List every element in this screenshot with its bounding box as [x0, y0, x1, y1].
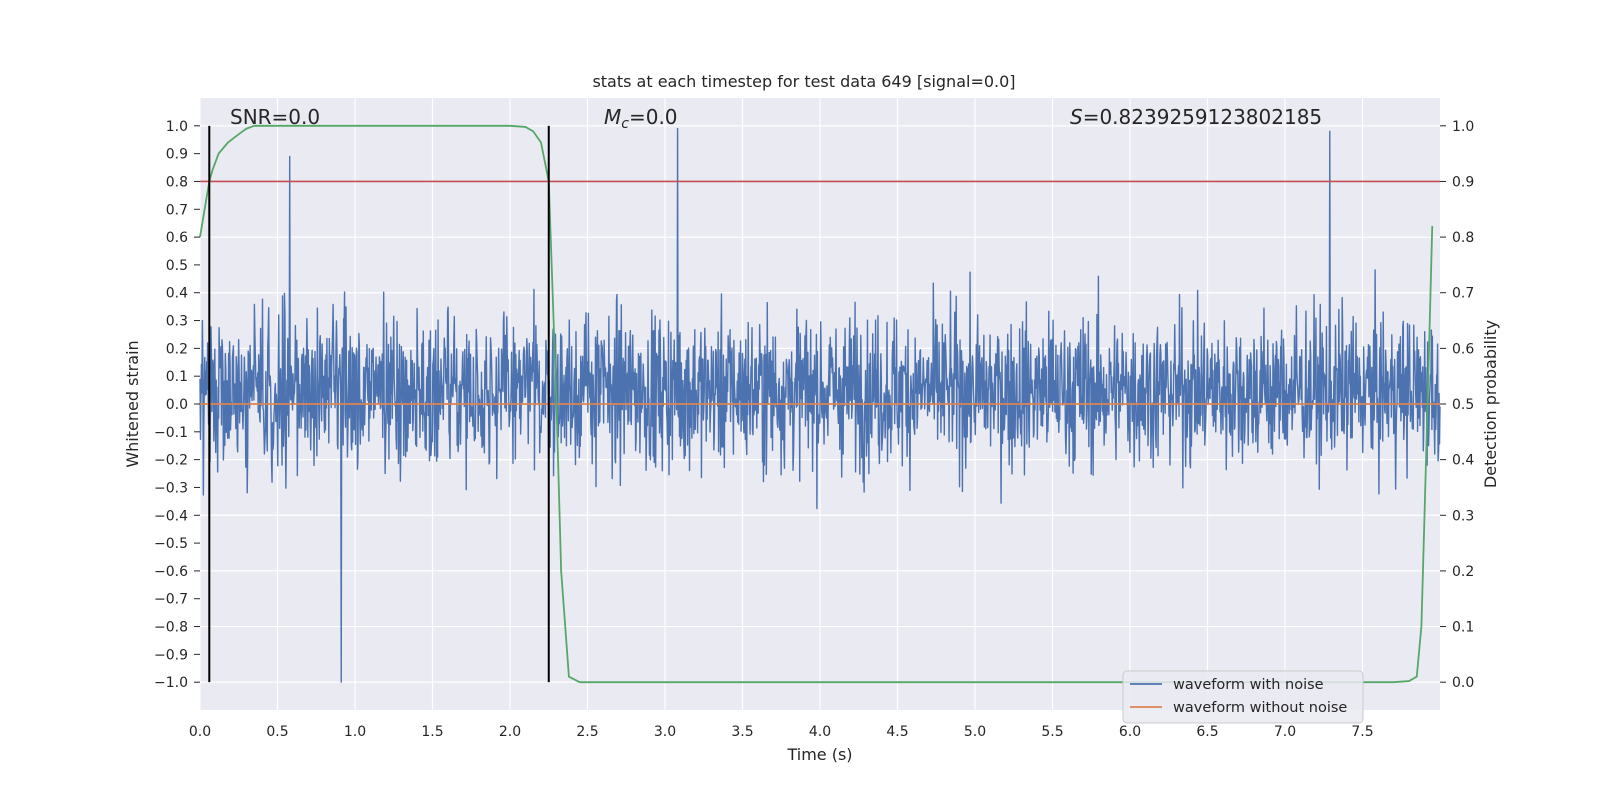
noise-waveform-line — [199, 127, 1441, 683]
y-axis-label: Whitened strain — [123, 340, 142, 467]
y-tick-label: −0.3 — [154, 480, 188, 496]
y-tick-label: 0.4 — [166, 286, 188, 302]
x-tick-label: 3.0 — [654, 724, 676, 740]
y-tick-label: 0.0 — [166, 397, 188, 413]
x-tick-label: 1.5 — [421, 724, 443, 740]
y2-tick-label: 0.7 — [1452, 286, 1474, 302]
x-tick-label: 0.5 — [266, 724, 288, 740]
y2-tick-label: 0.8 — [1452, 230, 1474, 246]
x-tick-label: 6.5 — [1196, 724, 1218, 740]
y-tick-label: −0.2 — [154, 453, 188, 469]
y-tick-label: 0.8 — [166, 174, 188, 190]
probability-line — [199, 124, 1434, 684]
y-tick-label: 0.5 — [166, 258, 188, 274]
x-tick-label: 6.0 — [1119, 724, 1141, 740]
y2-axis-ticks: 1.0 0.9 0.8 0.7 0.6 0.5 0.4 0.3 0.2 0.1 0.0 — [1440, 119, 1474, 691]
x-tick-label: 7.5 — [1351, 724, 1373, 740]
y-tick-label: 0.3 — [166, 314, 188, 330]
y2-tick-label: 0.9 — [1452, 174, 1474, 190]
y-tick-label: −0.5 — [154, 536, 188, 552]
x-tick-label: 7.0 — [1274, 724, 1296, 740]
y-tick-label: 0.6 — [166, 230, 188, 246]
y2-tick-label: 0.0 — [1452, 675, 1474, 691]
y-tick-label: 1.0 — [166, 119, 188, 135]
y-tick-label: −0.7 — [154, 592, 188, 608]
waveform-with-noise-series — [199, 127, 1441, 683]
y-tick-label: 0.2 — [166, 341, 188, 357]
x-tick-label: 0.0 — [189, 724, 211, 740]
y-tick-label: −0.4 — [154, 508, 188, 524]
y-tick-label: 0.1 — [166, 369, 188, 385]
legend-entry-label: waveform without noise — [1173, 700, 1347, 716]
x-tick-label: 4.0 — [809, 724, 831, 740]
y2-tick-label: 0.6 — [1452, 341, 1474, 357]
y2-tick-label: 0.3 — [1452, 508, 1474, 524]
y-tick-label: 0.7 — [166, 202, 188, 218]
legend: waveform with noise waveform without nois… — [1122, 670, 1364, 724]
marker-vertical-lines — [208, 125, 550, 683]
y2-tick-label: 0.1 — [1452, 620, 1474, 636]
x-tick-label: 2.5 — [576, 724, 598, 740]
legend-entry-label: waveform with noise — [1173, 677, 1324, 693]
x-axis-ticks: 0.0 0.5 1.0 1.5 2.0 2.5 3.0 3.5 4.0 4.5 5.0 5.5 6.0 6… — [189, 724, 1374, 740]
x-tick-label: 2.0 — [499, 724, 521, 740]
x-tick-label: 1.0 — [344, 724, 366, 740]
x-axis-label: Time (s) — [786, 745, 852, 764]
annotations: SNR=0.0 Mc=0.0 S=0.8239259123802185 — [230, 105, 1322, 132]
snr-annotation: SNR=0.0 — [230, 105, 320, 129]
y-tick-label: −0.9 — [154, 647, 188, 663]
y2-tick-label: 0.5 — [1452, 397, 1474, 413]
chirp-mass-annotation: Mc=0.0 — [604, 105, 678, 132]
x-tick-label: 4.5 — [886, 724, 908, 740]
y2-tick-label: 0.2 — [1452, 564, 1474, 580]
y2-tick-label: 1.0 — [1452, 119, 1474, 135]
score-annotation: S=0.8239259123802185 — [1070, 105, 1322, 129]
y2-tick-label: 0.4 — [1452, 453, 1474, 469]
y-tick-label: −0.8 — [154, 620, 188, 636]
x-tick-label: 3.5 — [731, 724, 753, 740]
chart-title: stats at each timestep for test data 649… — [592, 72, 1015, 91]
y-tick-label: −1.0 — [154, 675, 188, 691]
detection-probability-series — [199, 124, 1434, 684]
y-tick-label: −0.6 — [154, 564, 188, 580]
y-tick-label: −0.1 — [154, 425, 188, 441]
legend-box — [1122, 670, 1364, 724]
y-axis-ticks: 1.0 0.9 0.8 0.7 0.6 0.5 0.4 0.3 0.2 0.1 0.0 −0.1 −0.… — [154, 119, 200, 691]
x-tick-label: 5.0 — [964, 724, 986, 740]
x-tick-label: 5.5 — [1041, 724, 1063, 740]
y-tick-label: 0.9 — [166, 147, 188, 163]
y2-axis-label: Detection probability — [1481, 320, 1500, 488]
